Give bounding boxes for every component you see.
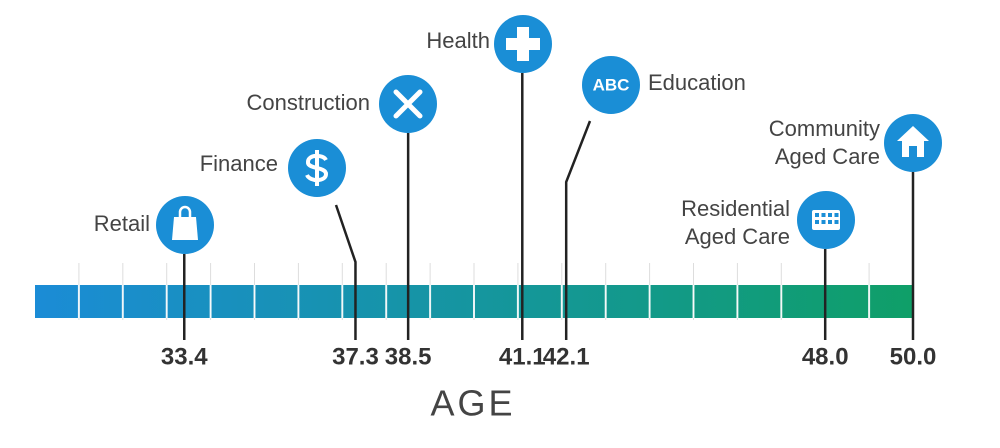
icon-glyph	[812, 210, 840, 230]
category-label: Retail	[94, 211, 150, 236]
icon-circle	[582, 56, 640, 114]
value-label: 42.1	[543, 343, 590, 370]
category-label: Construction	[246, 90, 370, 115]
category-label: Aged Care	[685, 224, 790, 249]
badge-text: ABC	[593, 75, 630, 94]
window	[815, 220, 819, 224]
icon-glyph	[506, 27, 540, 61]
window	[821, 220, 826, 224]
value-label: 38.5	[385, 343, 432, 370]
icon-glyph	[393, 89, 423, 119]
value-label: 33.4	[161, 343, 208, 370]
window	[828, 220, 832, 224]
icon-glyph	[172, 205, 198, 240]
plus	[506, 27, 540, 61]
door	[909, 146, 917, 157]
dollar	[305, 150, 329, 186]
window	[821, 213, 826, 217]
value-label: 48.0	[802, 343, 849, 370]
category-label: Aged Care	[775, 144, 880, 169]
window	[815, 213, 819, 217]
leader-line	[334, 204, 357, 340]
icon-glyph: ABC	[593, 75, 630, 94]
category-label: Residential	[681, 196, 790, 221]
window	[834, 213, 839, 217]
value-label: 41.1	[499, 343, 546, 370]
category-label: Finance	[200, 151, 278, 176]
value-label: 50.0	[890, 343, 937, 370]
icon-glyph	[305, 150, 329, 186]
wrench	[393, 89, 423, 119]
window	[834, 220, 839, 224]
bag	[172, 217, 198, 240]
category-label: Community	[769, 116, 880, 141]
x-axis-title: AGE	[430, 383, 515, 424]
value-label: 37.3	[332, 343, 379, 370]
category-label: Health	[426, 28, 490, 53]
icon-glyph	[897, 126, 929, 157]
category-label: Education	[648, 70, 746, 95]
house	[897, 126, 929, 157]
bag-handle	[178, 205, 192, 217]
leader-line	[564, 120, 592, 340]
window	[828, 213, 832, 217]
